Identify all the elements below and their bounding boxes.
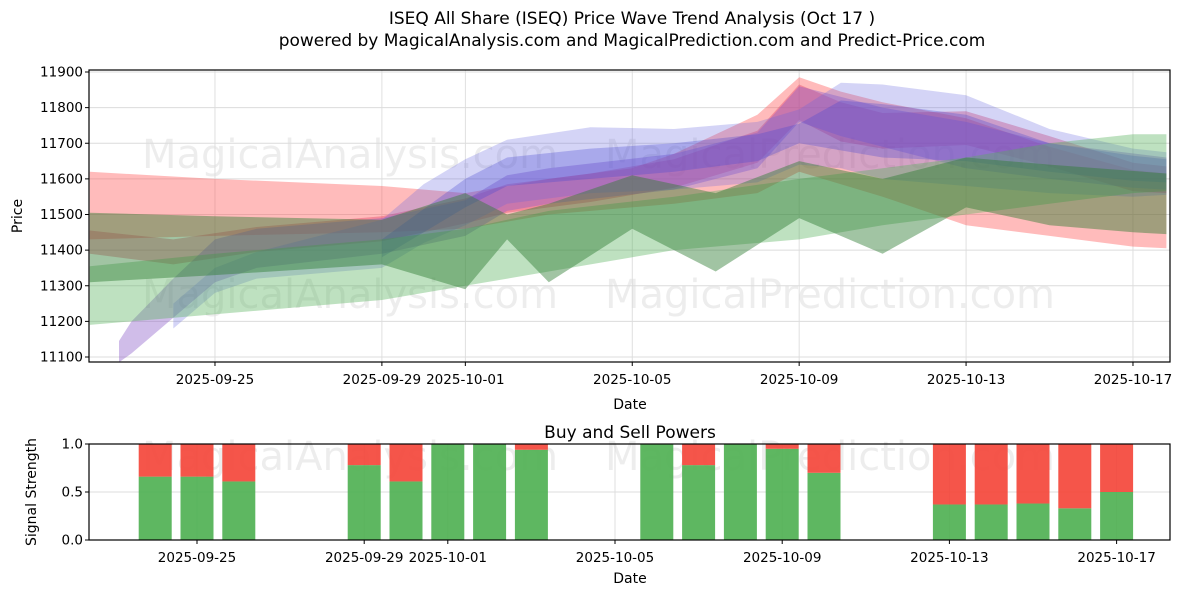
sell-bar <box>514 444 548 450</box>
sell-bar <box>180 444 214 477</box>
sell-bar <box>765 444 799 449</box>
price-xlabel: Date <box>613 397 646 413</box>
power-xlabel: Date <box>613 571 646 587</box>
sell-bar <box>932 444 966 505</box>
x-tick-label: 2025-10-05 <box>593 372 671 388</box>
watermark-prediction: MagicalPrediction.com <box>605 272 1055 318</box>
y-tick-label: 11500 <box>40 207 83 223</box>
buy-bar <box>222 481 256 540</box>
sell-bar <box>389 444 423 482</box>
power-chart-title: Buy and Sell Powers <box>544 423 716 443</box>
y-tick-label: 0.0 <box>62 533 83 549</box>
price-grid <box>89 70 1170 362</box>
sell-bar <box>807 444 841 473</box>
x-tick-label: 2025-09-25 <box>176 372 254 388</box>
buy-bar <box>1016 503 1050 540</box>
sell-bar <box>138 444 172 477</box>
price-bands <box>89 77 1167 362</box>
power-ylabel: Signal Strength <box>24 438 40 546</box>
y-tick-label: 11900 <box>40 65 83 81</box>
x-tick-label: 2025-10-17 <box>1077 550 1155 566</box>
buy-bar <box>389 481 423 540</box>
x-tick-label: 2025-10-09 <box>760 372 838 388</box>
price-plot-border <box>88 69 1171 363</box>
x-tick-label: 2025-10-01 <box>426 372 504 388</box>
buy-bar <box>1058 508 1092 540</box>
red-outer-band <box>89 77 1167 249</box>
x-tick-label: 2025-10-01 <box>409 550 487 566</box>
buy-bar <box>932 504 966 540</box>
x-tick-label: 2025-09-29 <box>325 550 403 566</box>
watermark-prediction: MagicalPrediction.com <box>605 132 1055 178</box>
x-tick-label: 2025-09-25 <box>158 550 236 566</box>
buy-bar <box>431 444 465 540</box>
sell-bar <box>682 444 716 466</box>
purple-band <box>119 86 1167 362</box>
green-dark-band <box>89 157 1167 290</box>
x-tick-label: 2025-10-17 <box>1094 372 1172 388</box>
chart-subtitle: powered by MagicalAnalysis.com and Magic… <box>279 31 986 51</box>
y-tick-label: 11200 <box>40 314 83 330</box>
y-tick-label: 11700 <box>40 136 83 152</box>
power-axes: 0.0 0.5 1.0 2025-09-25 2025-09-29 2025-10-01 2… <box>62 437 1156 567</box>
blue-outer-band <box>173 82 1167 329</box>
sell-bar <box>1016 444 1050 504</box>
buy-bar <box>180 476 214 540</box>
buy-bar <box>514 449 548 540</box>
buy-bar <box>1100 492 1134 540</box>
buy-bar <box>807 472 841 540</box>
y-tick-label: 11400 <box>40 243 83 259</box>
buy-bar <box>347 465 381 540</box>
sell-bar <box>222 444 256 482</box>
watermark-analysis: MagicalAnalysis.com <box>142 132 558 178</box>
blue-inner-band <box>381 100 1167 258</box>
buy-bar <box>640 444 674 540</box>
chart-title: ISEQ All Share (ISEQ) Price Wave Trend A… <box>389 9 875 29</box>
y-tick-label: 11800 <box>40 100 83 116</box>
buy-bar <box>765 448 799 540</box>
price-axes: 11100 11200 11300 11400 11500 11600 11700 11800… <box>40 65 1172 389</box>
y-tick-label: 11100 <box>40 350 83 366</box>
buy-bar <box>682 465 716 540</box>
green-light-band <box>89 134 1167 325</box>
y-tick-label: 0.5 <box>62 485 83 501</box>
x-tick-label: 2025-10-05 <box>576 550 654 566</box>
buy-bar <box>974 504 1008 540</box>
watermark-analysis: MagicalAnalysis.com <box>142 272 558 318</box>
y-tick-label: 11600 <box>40 171 83 187</box>
buy-bar <box>473 444 507 540</box>
red-inner-band <box>89 84 1167 265</box>
x-tick-label: 2025-10-09 <box>743 550 821 566</box>
x-tick-label: 2025-10-13 <box>910 550 988 566</box>
buy-bar <box>723 444 757 540</box>
x-tick-label: 2025-09-29 <box>343 372 421 388</box>
sell-bar <box>347 444 381 466</box>
sell-bar <box>974 444 1008 505</box>
y-tick-label: 1.0 <box>62 437 83 453</box>
sell-bar <box>1100 444 1134 492</box>
price-ylabel: Price <box>10 199 26 233</box>
buy-bar <box>138 476 172 540</box>
x-tick-label: 2025-10-13 <box>927 372 1005 388</box>
y-tick-label: 11300 <box>40 278 83 294</box>
sell-bar <box>1058 444 1092 509</box>
power-bars <box>138 444 1134 540</box>
